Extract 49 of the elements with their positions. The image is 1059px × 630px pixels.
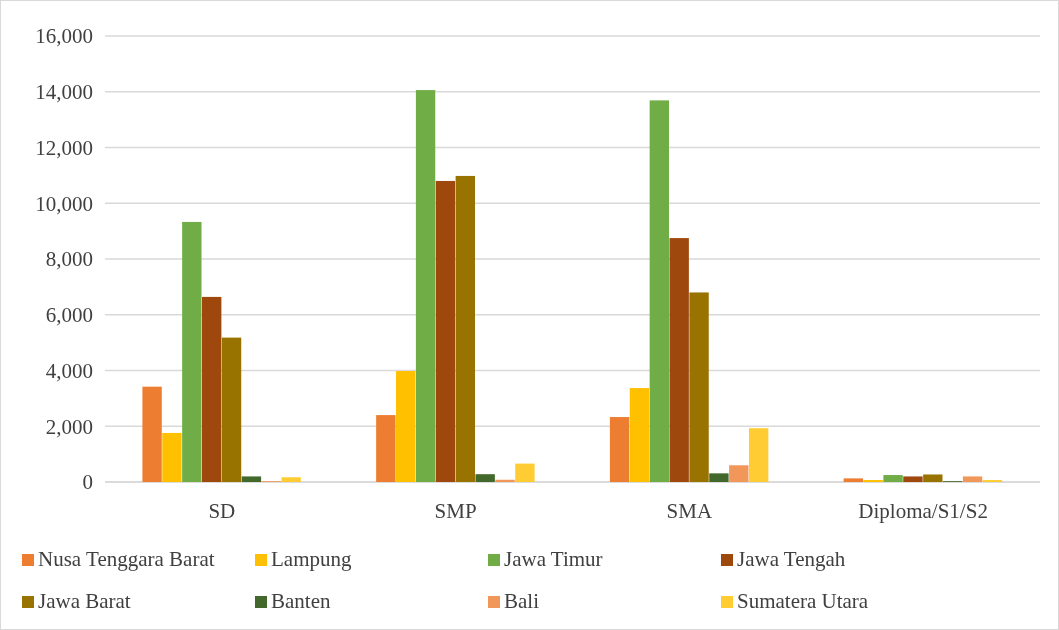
x-tick-label: SMP [434, 499, 477, 523]
bar [435, 180, 456, 482]
legend-label: Lampung [271, 547, 352, 571]
bar [396, 371, 416, 482]
y-tick-label: 6,000 [45, 303, 93, 328]
legend-label: Bali [504, 589, 540, 613]
legend-label: Sumatera Utara [737, 589, 869, 613]
bar [376, 415, 396, 482]
bar [962, 476, 983, 482]
y-tick-label: 10,000 [35, 191, 93, 216]
y-tick-label: 12,000 [35, 135, 93, 160]
x-tick-label: SD [208, 499, 236, 523]
bar [629, 388, 650, 482]
y-tick-label: 14,000 [35, 80, 93, 105]
bar [649, 100, 670, 482]
y-tick-label: 2,000 [45, 414, 93, 439]
y-tick-label: 4,000 [45, 358, 93, 383]
bar [748, 428, 769, 482]
x-tick-label: Diploma/S1/S2 [858, 499, 988, 523]
bar [709, 473, 729, 482]
bar [182, 221, 202, 482]
bar [515, 463, 535, 482]
bar [843, 478, 864, 482]
bar [202, 296, 222, 482]
bar [142, 386, 162, 482]
bar [455, 175, 475, 482]
y-tick-label: 8,000 [45, 247, 93, 272]
y-tick-label: 16,000 [35, 24, 93, 49]
bar [689, 292, 709, 482]
bar [241, 476, 262, 482]
legend-label: Jawa Barat [38, 589, 131, 613]
y-tick-label: 0 [82, 470, 93, 495]
legend-label: Nusa Tenggara Barat [38, 547, 215, 571]
bar [903, 476, 923, 482]
bar [162, 432, 182, 482]
legend-label: Jawa Tengah [737, 547, 846, 571]
legend-label: Banten [271, 589, 331, 613]
bar [281, 477, 301, 482]
bar [883, 475, 903, 482]
bar [669, 238, 689, 482]
bar [221, 337, 242, 482]
legend-label: Jawa Timur [504, 547, 603, 571]
bar [415, 90, 436, 482]
bar [923, 474, 943, 482]
x-tick-label: SMA [666, 499, 713, 523]
bar [475, 474, 495, 482]
bar [609, 417, 630, 482]
bar [495, 479, 515, 482]
bar [729, 465, 749, 482]
